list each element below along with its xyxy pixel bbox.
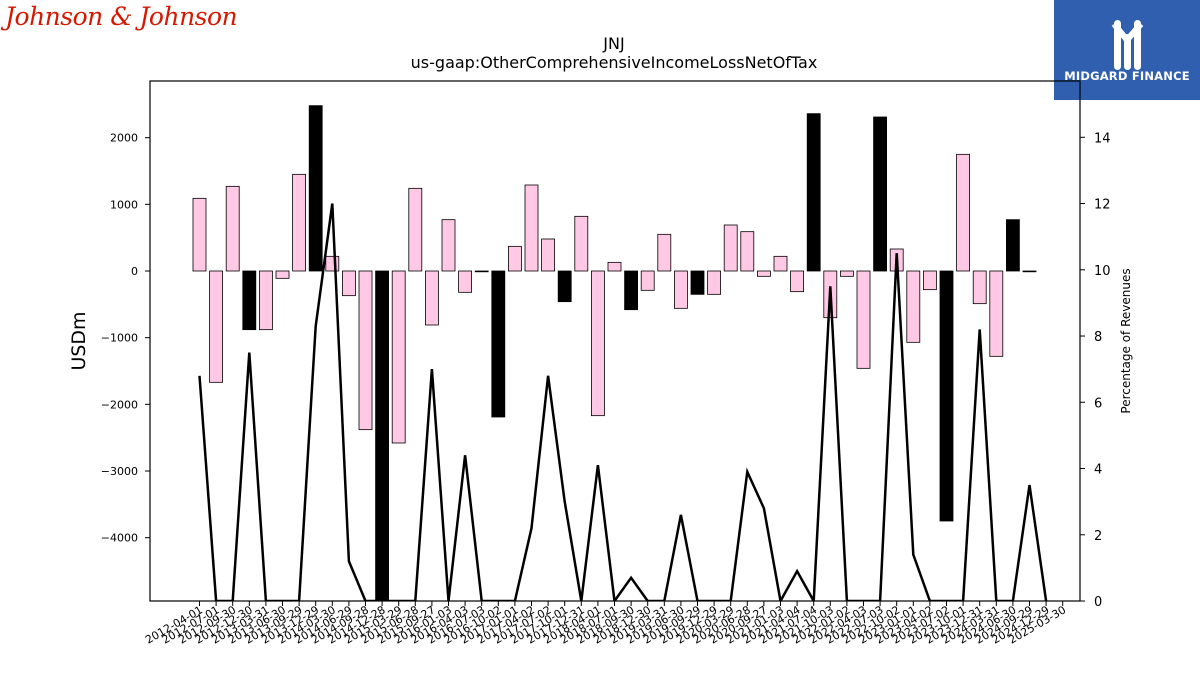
bar-2024-09-29 <box>1022 270 1037 273</box>
pct-revenue-line <box>198 203 1048 601</box>
bar-2017-01-01 <box>507 245 522 272</box>
bar-2013-06-30 <box>275 270 290 279</box>
y2-tick-label: 4 <box>1094 463 1102 478</box>
bar-2013-09-29 <box>292 173 307 272</box>
bar-2019-09-29 <box>690 270 705 295</box>
bars-layer <box>192 105 1037 601</box>
bar-2014-12-28 <box>375 270 390 601</box>
y-tick-label: −2000 <box>101 398 138 411</box>
bar-2012-12-30 <box>242 270 257 331</box>
y-tick-label: −4000 <box>101 532 138 545</box>
bar-2021-04-04 <box>790 270 804 293</box>
bar-2017-07-02 <box>541 238 555 272</box>
y-tick-label: −1000 <box>101 332 138 345</box>
bar-2018-04-01 <box>591 270 605 417</box>
bar-2024-03-31 <box>989 270 1004 357</box>
chart-title: JNJ <box>602 34 624 53</box>
bar-2020-03-29 <box>723 224 738 272</box>
bar-2016-10-02 <box>491 270 506 418</box>
y2-tick-label: 0 <box>1094 595 1102 610</box>
y2-tick-label: 14 <box>1094 131 1111 146</box>
bar-2021-07-04 <box>806 113 821 272</box>
bar-2017-04-02 <box>524 184 539 272</box>
bar-2017-10-01 <box>557 270 572 303</box>
bar-2018-12-30 <box>640 270 655 291</box>
bar-2016-01-03 <box>441 219 456 272</box>
bar-2021-01-03 <box>773 255 788 272</box>
bar-2022-04-03 <box>856 270 871 369</box>
bar-2023-01-01 <box>906 270 921 343</box>
bar-2017-12-31 <box>574 215 589 272</box>
bar-2024-06-30 <box>1006 219 1020 272</box>
bar-2012-07-01 <box>209 270 224 383</box>
bar-2015-09-27 <box>424 270 439 326</box>
bar-2019-12-29 <box>707 270 721 295</box>
bar-2014-09-28 <box>358 270 373 431</box>
y2-tick-label: 8 <box>1094 330 1102 345</box>
chart-subtitle: us-gaap:OtherComprehensiveIncomeLossNetO… <box>411 53 818 72</box>
y2-tick-label: 2 <box>1094 529 1102 544</box>
company-logo: Johnson & Johnson <box>5 2 238 31</box>
bar-2022-01-02 <box>840 270 854 277</box>
y-tick-label: −3000 <box>101 465 138 478</box>
bar-2013-12-29 <box>308 105 323 272</box>
bar-2016-07-03 <box>474 270 489 273</box>
bar-2014-06-29 <box>341 270 356 297</box>
y2-tick-label: 10 <box>1094 264 1111 279</box>
bar-2020-09-27 <box>757 270 771 277</box>
bar-2018-07-01 <box>607 261 622 272</box>
line-layer <box>198 203 1048 601</box>
bar-2023-07-02 <box>939 270 954 522</box>
brand-logo: MIDGARD FINANCE <box>1054 0 1200 100</box>
y-tick-label: 1000 <box>110 198 138 211</box>
y2-tick-label: 12 <box>1094 198 1111 213</box>
brand-mark-icon <box>1111 20 1144 70</box>
y2-axis-label: Percentage of Revenues <box>1119 268 1133 413</box>
bar-2018-09-30 <box>624 270 638 311</box>
bar-2012-04-01 <box>192 197 207 272</box>
y-axis-label: USDm <box>68 311 90 370</box>
bar-2015-06-28 <box>408 187 423 272</box>
axes-layer: −4000 −3000 −2000 −1000 0 1000 2000 0 2 4 6 8 10 12 14… <box>101 80 1111 647</box>
bar-2022-07-03 <box>873 116 887 272</box>
bar-2023-10-01 <box>956 153 970 272</box>
bar-2023-12-31 <box>972 270 987 305</box>
bar-2016-04-03 <box>458 270 473 293</box>
bar-2014-03-30 <box>325 255 340 272</box>
bar-2019-03-31 <box>657 233 672 272</box>
y2-tick-label: 6 <box>1094 396 1102 411</box>
bar-2012-09-30 <box>225 185 240 272</box>
bar-2013-03-31 <box>258 270 273 331</box>
y-tick-label: 0 <box>131 265 138 278</box>
bar-2020-06-28 <box>740 231 755 272</box>
bar-2023-04-02 <box>923 270 937 291</box>
bar-2019-06-30 <box>674 270 688 309</box>
bar-2015-03-29 <box>391 270 406 444</box>
y-tick-label: 2000 <box>110 132 138 145</box>
brand-name: MIDGARD FINANCE <box>1064 69 1190 83</box>
